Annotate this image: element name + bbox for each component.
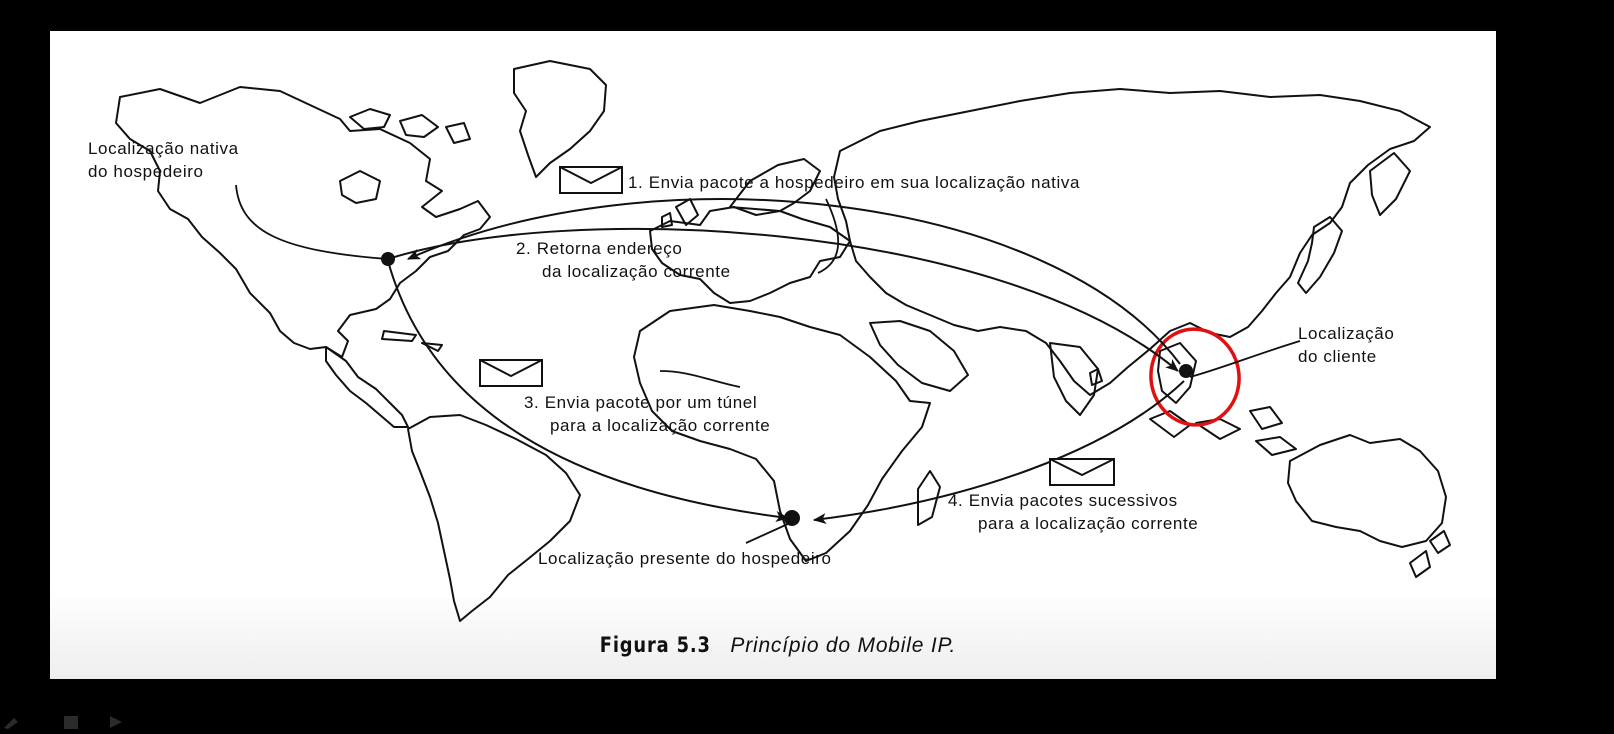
new-zealand [1409,530,1451,578]
home-location-label: Localização nativa do hospedeiro [88,137,239,183]
leader-client [1189,340,1301,378]
envelope-icon [479,359,543,387]
leader-lines [235,184,1301,544]
forward-icon [110,716,122,728]
leader-home [235,184,389,260]
stop-icon [64,716,78,729]
pencil-icon [4,718,18,729]
arabia-outline [869,320,969,392]
step1-label: 1. Envia pacote a hospedeiro em sua loca… [628,173,1080,192]
kamchatka [1369,152,1411,216]
europe-outline [649,206,851,304]
australia-outline [1287,434,1447,548]
leader-current [745,522,791,544]
caribbean-islands [381,330,443,352]
arrow-step1 [406,198,1181,365]
japan-outline [1297,216,1343,294]
step2-label-line1: 2. Retorna endereço [516,239,683,258]
figure-title: Princípio do Mobile IP. [730,634,957,657]
current-location-label: Localização presente do hospedeiro [538,549,832,568]
step3-label: 3. Envia pacote por um túnel para a loca… [524,391,770,437]
current-location-dot [784,510,800,526]
hudson-bay [339,170,381,204]
envelope-icon [559,166,623,194]
slide: Localização nativa do hospedeiro 1. Envi… [50,31,1496,679]
client-location-label-line2: do cliente [1298,347,1377,366]
step3-label-line2: para a localização corrente [550,416,771,435]
arrow-step4 [812,380,1185,524]
sri-lanka [1089,368,1103,386]
southeast-asia-outline [1157,342,1197,404]
world-map [115,60,1451,622]
client-location-label: Localização do cliente [1298,322,1394,368]
step4-label-line2: para a localização corrente [978,514,1199,533]
home-location-dot [381,252,395,266]
step3-label-line1: 3. Envia pacote por um túnel [524,393,758,412]
north-america-outline [115,86,491,358]
british-isles [661,198,699,228]
flow-arrows [387,198,1185,524]
step2-label-line2: da localização corrente [542,262,731,281]
asia-outline [833,88,1431,396]
home-location-label-line2: do hospedeiro [88,162,204,181]
client-highlight-circle [1149,327,1241,427]
step4-label-line1: 4. Envia pacotes sucessivos [948,491,1178,510]
greenland-outline [513,60,607,178]
africa-outline [633,304,931,562]
arctic-islands [349,108,471,144]
india-outline [1049,342,1099,416]
step4-label: 4. Envia pacotes sucessivos para a local… [948,489,1198,535]
central-america-outline [325,346,409,428]
arrow-step3 [387,260,790,522]
figure-number: Figura 5.3 [599,633,711,657]
step2-label: 2. Retorna endereço da localização corre… [516,237,731,283]
home-location-label-line1: Localização nativa [88,139,239,158]
scandinavia-outline [729,158,821,212]
south-america-outline [407,414,581,622]
arrow-step2 [387,227,1179,372]
madagascar [917,470,941,526]
player-controls [0,700,180,729]
client-location-dot [1179,364,1193,378]
client-location-label-line1: Localização [1298,324,1395,343]
leader-step3 [659,370,741,388]
leader-step2 [817,198,840,274]
figure-caption: Figura 5.3 Princípio do Mobile IP. [50,633,1496,658]
world-map-diagram [115,60,1451,622]
envelope-icon [1049,458,1115,486]
